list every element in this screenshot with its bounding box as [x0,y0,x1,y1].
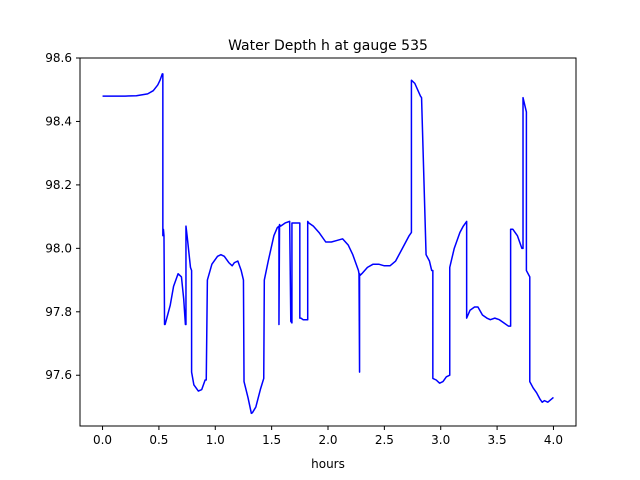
series-layer [102,73,554,415]
y-tick-label: 98.4 [45,114,72,128]
x-axis-label: hours [311,457,345,471]
x-tick-label: 0.0 [93,433,112,447]
x-tick-label: 0.5 [149,433,168,447]
x-tick-label: 1.0 [206,433,225,447]
x-tick-label: 2.5 [375,433,394,447]
y-tick-label: 98.6 [45,51,72,65]
y-tick-label: 98.2 [45,178,72,192]
x-tick-label: 1.5 [262,433,281,447]
y-tick-label: 98.0 [45,241,72,255]
y-tick-label: 97.6 [45,368,72,382]
x-tick-label: 2.0 [318,433,337,447]
x-tick-label: 4.0 [544,433,563,447]
x-tick-label: 3.0 [431,433,450,447]
chart-title: Water Depth h at gauge 535 [228,38,428,54]
y-axis: 97.6 97.8 98.0 98.2 98.4 98.6 [45,51,80,382]
x-axis: 0.0 0.5 1.0 1.5 2.0 2.5 3.0 3.5 4.0 [93,426,563,447]
x-tick-label: 3.5 [488,433,507,447]
series-line-0 [102,73,554,415]
y-tick-label: 97.8 [45,305,72,319]
